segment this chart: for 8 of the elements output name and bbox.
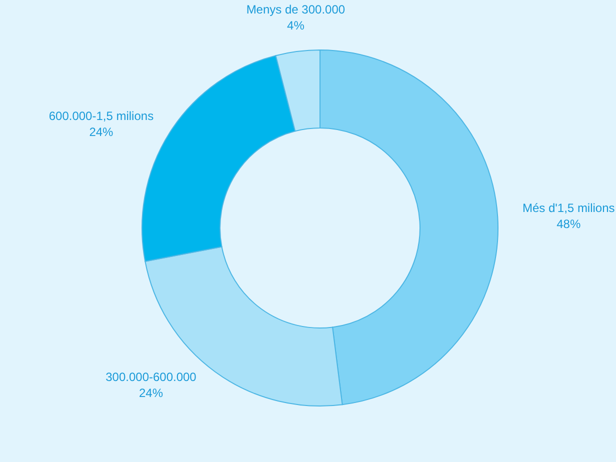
slice-label: Menys de 300.000 [246,2,346,17]
slice-label: Més d'1,5 milions [522,200,615,215]
data-label: 4% [287,18,305,33]
slice-label: 600.000-1,5 milions [48,109,154,124]
data-label: 24% [138,386,164,400]
data-label: 48% [556,216,581,231]
slice-label: 300.000-600.000 [106,370,197,384]
data-label: 24% [89,125,114,140]
